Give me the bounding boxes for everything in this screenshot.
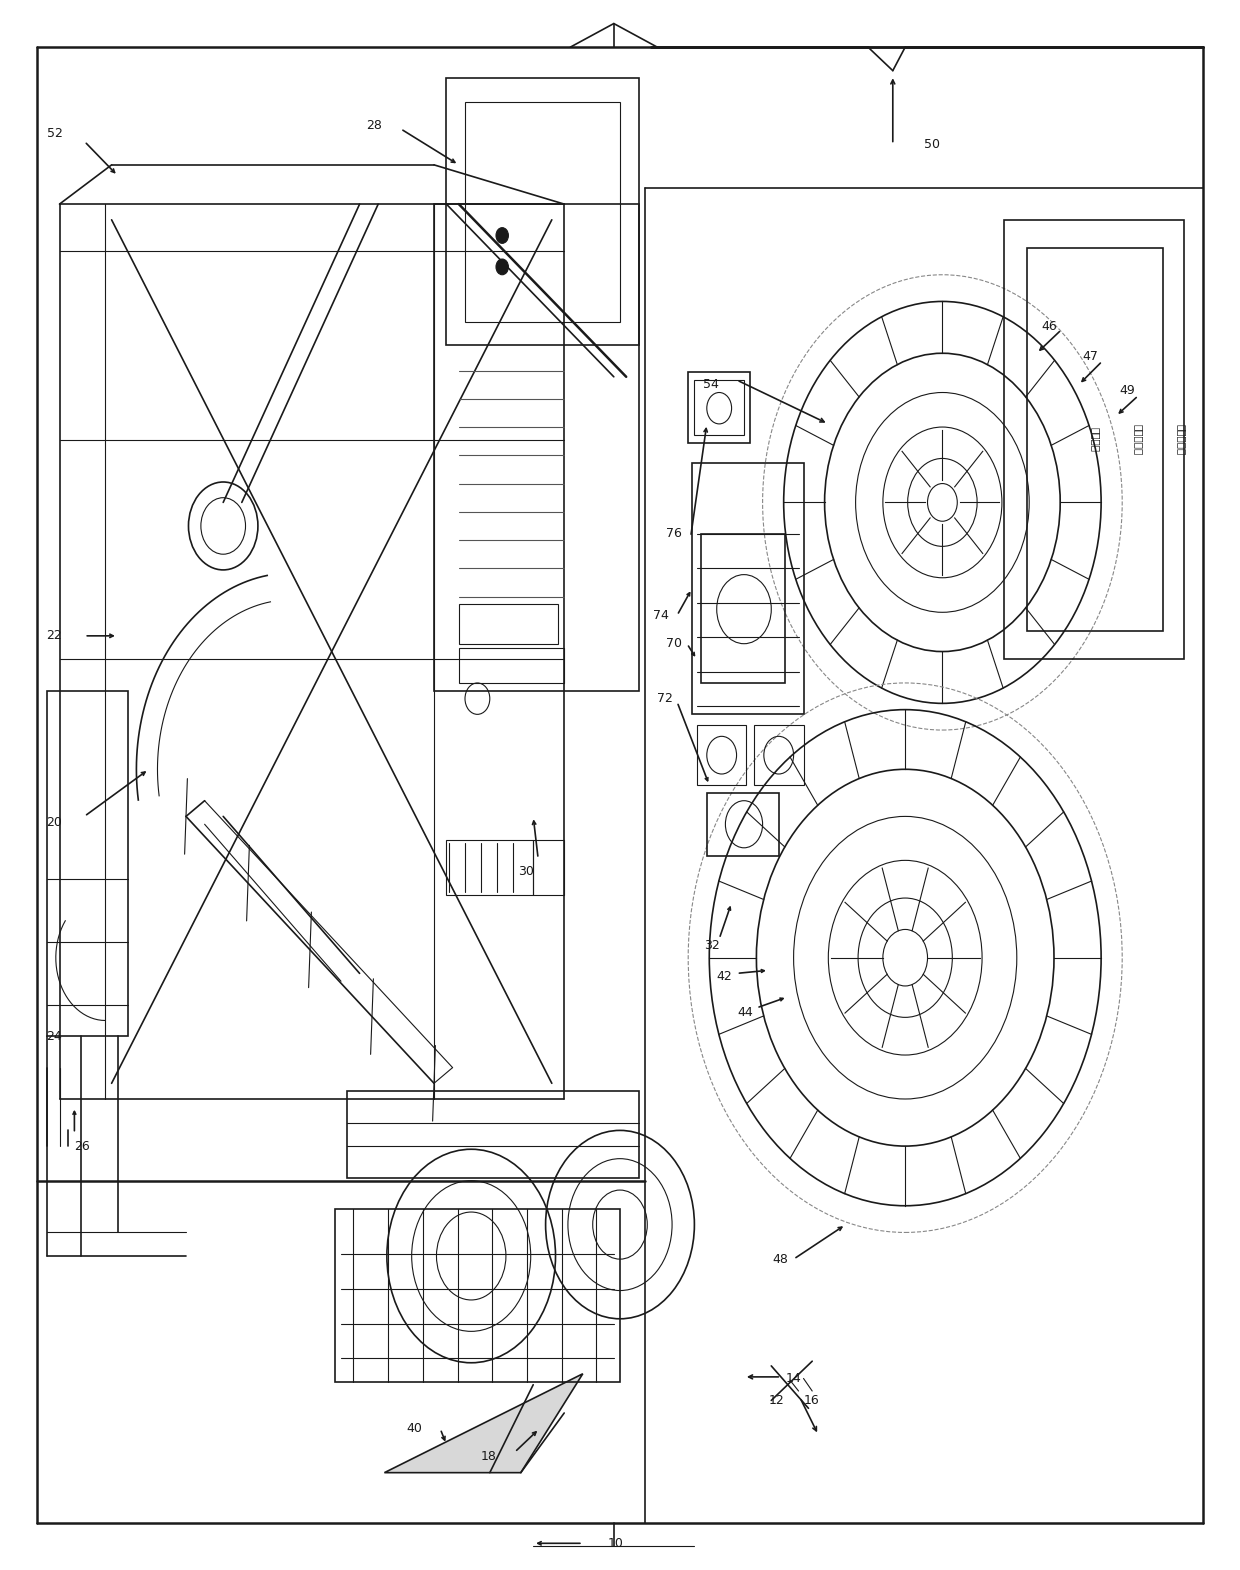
Text: 28: 28 bbox=[366, 119, 382, 132]
Bar bbox=[533, 840, 564, 895]
Text: 49: 49 bbox=[1120, 385, 1136, 397]
Bar bbox=[707, 793, 779, 856]
Circle shape bbox=[496, 228, 508, 243]
Bar bbox=[446, 840, 533, 895]
Bar bbox=[697, 725, 746, 785]
Text: 32: 32 bbox=[704, 939, 720, 951]
Text: 拖拉机部件: 拖拉机部件 bbox=[1177, 424, 1187, 455]
Text: 48: 48 bbox=[773, 1253, 789, 1265]
Text: 拖拉机平台: 拖拉机平台 bbox=[1133, 424, 1143, 455]
Bar bbox=[694, 380, 744, 435]
Text: 拖拉机杆: 拖拉机杆 bbox=[1090, 427, 1100, 452]
Bar bbox=[347, 1091, 639, 1178]
Bar bbox=[434, 204, 639, 691]
Text: 10: 10 bbox=[608, 1537, 624, 1550]
Text: 20: 20 bbox=[46, 816, 62, 829]
Bar bbox=[692, 463, 804, 714]
Text: 24: 24 bbox=[46, 1030, 62, 1042]
Bar bbox=[701, 534, 785, 683]
Bar bbox=[688, 372, 750, 443]
Text: 42: 42 bbox=[717, 970, 733, 983]
Text: 72: 72 bbox=[657, 692, 673, 705]
Text: 44: 44 bbox=[738, 1006, 754, 1019]
Text: 50: 50 bbox=[924, 138, 940, 151]
Text: 30: 30 bbox=[518, 865, 534, 878]
Bar bbox=[465, 102, 620, 322]
Bar bbox=[446, 78, 639, 345]
Circle shape bbox=[496, 259, 508, 275]
Text: 47: 47 bbox=[1083, 350, 1099, 363]
Text: 16: 16 bbox=[804, 1394, 820, 1407]
Text: 26: 26 bbox=[74, 1140, 91, 1152]
Text: 12: 12 bbox=[769, 1394, 785, 1407]
Text: 22: 22 bbox=[46, 630, 62, 642]
Text: 52: 52 bbox=[47, 127, 63, 140]
Text: 54: 54 bbox=[703, 378, 719, 391]
Bar bbox=[1027, 248, 1163, 631]
Text: 18: 18 bbox=[481, 1451, 497, 1463]
Text: 76: 76 bbox=[666, 528, 682, 540]
Text: 70: 70 bbox=[666, 637, 682, 650]
Polygon shape bbox=[384, 1374, 583, 1473]
Bar bbox=[1004, 220, 1184, 659]
Text: 46: 46 bbox=[1042, 320, 1058, 333]
Bar bbox=[754, 725, 804, 785]
Text: 40: 40 bbox=[407, 1422, 423, 1435]
Bar bbox=[459, 604, 558, 644]
Text: 74: 74 bbox=[653, 609, 670, 622]
Bar bbox=[335, 1209, 620, 1382]
Bar bbox=[459, 648, 564, 683]
Bar bbox=[47, 691, 128, 1036]
Text: 14: 14 bbox=[786, 1372, 802, 1385]
